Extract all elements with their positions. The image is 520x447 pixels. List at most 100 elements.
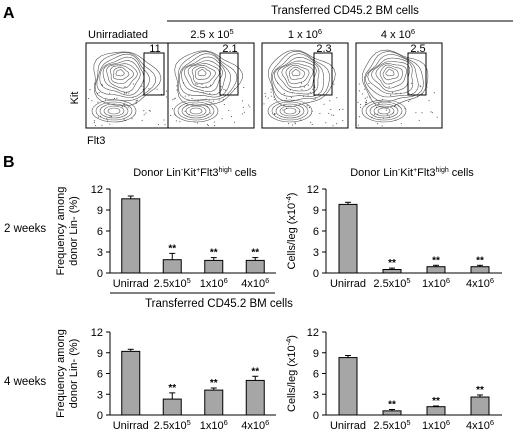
significance-marker: ** [210, 378, 218, 389]
flow-title-4e6: 4 x 106 [381, 27, 415, 41]
flow-event-dot [109, 123, 111, 125]
flow-event-dot [88, 98, 90, 99]
flow-event-dot [124, 92, 125, 94]
flow-event-dot [234, 121, 236, 123]
y-axis-label: Frequency among [55, 187, 67, 276]
flow-event-dot [392, 112, 394, 114]
x-tick-label: 2.5x105 [154, 418, 191, 432]
flow-contour [270, 50, 330, 102]
flow-event-dot [221, 118, 223, 120]
flow-event-dot [241, 113, 243, 115]
flow-event-dot [359, 103, 361, 105]
flow-event-dot [309, 106, 311, 108]
y-tick-label: 9 [313, 348, 319, 360]
flow-event-dot [301, 82, 303, 84]
flow-x-axis-label: Flt3 [87, 135, 105, 147]
x-tick-label: 1x106 [422, 418, 450, 432]
flow-gate-percent: 11 [149, 43, 160, 55]
y-tick-label: 6 [97, 369, 103, 381]
flow-event-dot [359, 90, 360, 92]
flow-event-dot [234, 88, 236, 90]
flow-event-dot [388, 116, 390, 118]
flow-event-dot [336, 123, 338, 125]
flow-event-dot [294, 123, 296, 125]
flow-y-axis-label: Kit [69, 92, 81, 105]
significance-marker: ** [476, 255, 484, 266]
flow-event-dot [109, 92, 111, 94]
significance-marker: ** [432, 396, 440, 407]
bar [338, 203, 358, 274]
flow-event-dot [418, 119, 420, 121]
flow-contour [191, 64, 216, 84]
bar [426, 406, 446, 416]
flow-event-dot [141, 119, 143, 121]
flow-event-dot [218, 99, 220, 101]
bar [382, 410, 402, 416]
flow-contour [289, 66, 305, 81]
y-tick-label: 3 [313, 247, 319, 259]
y-axis-label: donor Lin- (%) [68, 196, 80, 266]
flow-event-dot [135, 102, 137, 104]
flow-event-dot [132, 96, 134, 98]
flow-event-dot [223, 104, 225, 105]
flow-event-dot [202, 92, 204, 94]
flow-event-dot [294, 122, 296, 124]
flow-event-dot [288, 123, 289, 125]
y-tick-label: 6 [313, 226, 319, 238]
flow-event-dot [390, 94, 392, 96]
flow-event-dot [311, 124, 313, 125]
flow-event-dot [303, 86, 305, 88]
flow-gate-percent: 2.3 [316, 43, 331, 55]
flow-event-dot [315, 98, 317, 100]
y-tick-label: 12 [91, 327, 103, 339]
flow-event-dot [395, 104, 397, 106]
flow-event-dot [277, 82, 279, 84]
flow-event-dot [365, 103, 367, 105]
bar-chart-1: 0 3 6 9 12 Frequency among donor Lin- (%) Unirr… [55, 184, 276, 290]
flow-event-dot [377, 113, 379, 115]
flow-event-dot [421, 93, 423, 95]
flow-event-dot [97, 101, 99, 103]
flow-gate [313, 52, 333, 96]
flow-event-dot [195, 83, 197, 85]
flow-event-dot [214, 125, 216, 127]
flow-contour [365, 101, 403, 121]
flow-event-dot [400, 123, 402, 125]
flow-event-dot [145, 112, 147, 114]
y-tick-label: 9 [97, 348, 103, 360]
flow-event-dot [142, 89, 144, 91]
flow-event-dot [393, 106, 395, 108]
flow-event-dot [267, 97, 269, 99]
bar [470, 266, 490, 274]
bar-chart-4: 0 3 6 9 12 Cells/leg (x10-4) Unirrad ** 2.5x105 *… [284, 327, 502, 432]
y-tick-label: 9 [97, 205, 103, 217]
flow-contour [361, 49, 429, 108]
row-label-4-weeks: 4 weeks [4, 376, 46, 388]
flow-event-dot [431, 112, 433, 114]
x-tick-label: 2.5x105 [373, 418, 410, 432]
y-tick-label: 0 [97, 410, 103, 422]
y-axis-label: Frequency among [55, 329, 67, 418]
flow-gate [219, 52, 239, 96]
significance-marker: ** [388, 399, 396, 410]
y-tick-label: 0 [97, 268, 103, 280]
flow-event-dot [89, 89, 91, 91]
flow-event-dot [306, 105, 308, 107]
flow-plots: 11 2.1 2.3 2.5 [85, 42, 443, 129]
flow-contour [99, 103, 129, 119]
panel-label-a: A [3, 5, 15, 22]
flow-contour [93, 51, 162, 107]
flow-event-dot [148, 110, 150, 111]
flow-gate-percent: 2.1 [222, 43, 237, 55]
flow-event-dot [408, 93, 410, 95]
flow-group-title: Transferred CD45.2 BM cells [271, 5, 419, 17]
flow-event-dot [312, 88, 314, 90]
flow-event-dot [409, 99, 411, 101]
flow-gate [407, 52, 427, 96]
flow-event-dot [299, 111, 300, 113]
flow-event-dot [205, 98, 207, 100]
flow-event-dot [358, 116, 360, 118]
flow-event-dot [213, 121, 215, 123]
bar-chart-2: 0 3 6 9 12 Cells/leg (x10-4) Unirrad ** 2.5x105 *… [284, 184, 502, 290]
flow-event-dot [313, 99, 315, 100]
